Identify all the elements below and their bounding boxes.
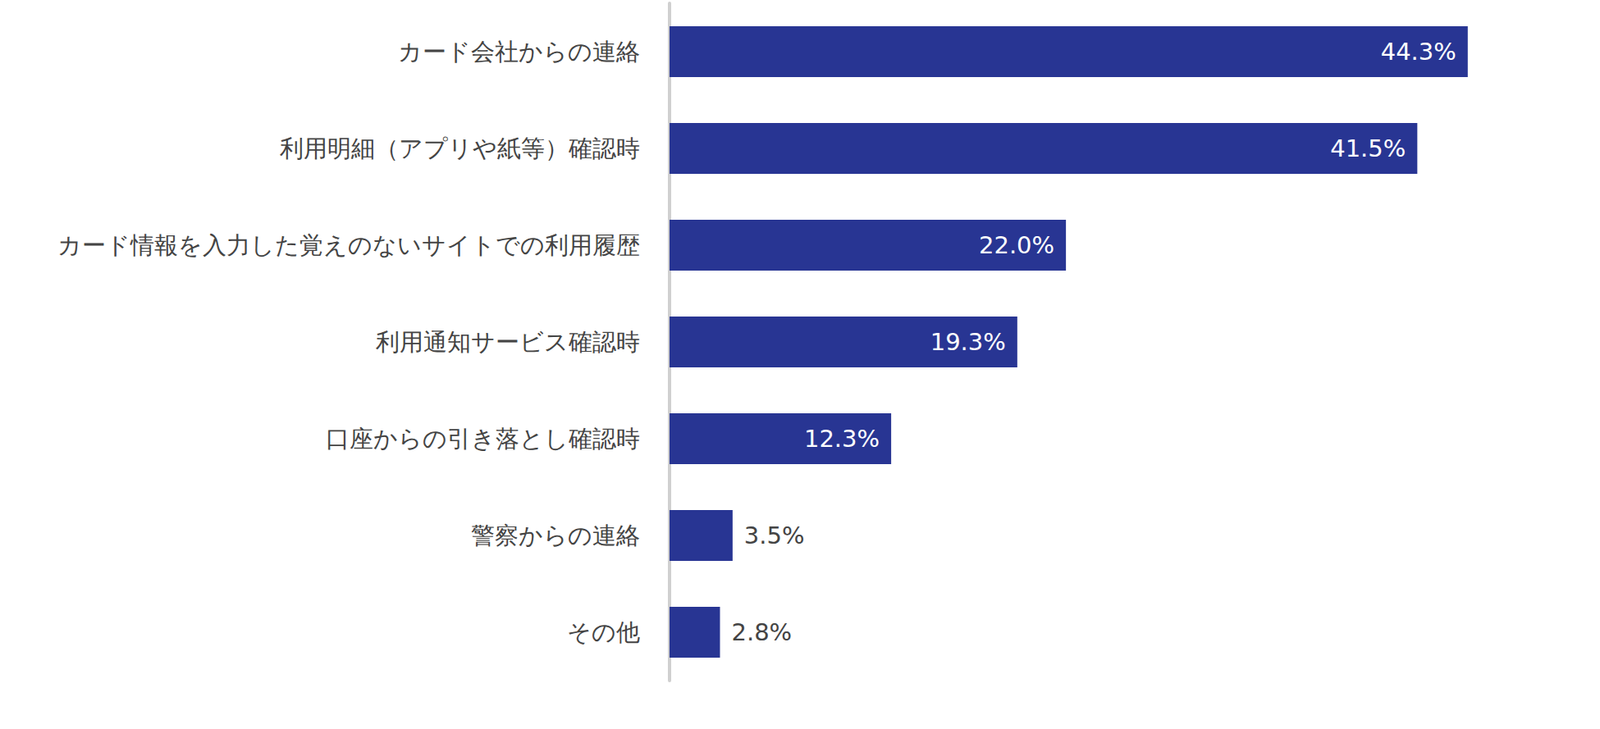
- svg-text:19.3%: 19.3%: [930, 328, 1006, 357]
- svg-text:カード情報を入力した覚えのないサイトでの利用履歴: カード情報を入力した覚えのないサイトでの利用履歴: [57, 231, 640, 260]
- svg-text:44.3%: 44.3%: [1380, 37, 1457, 66]
- svg-text:41.5%: 41.5%: [1330, 134, 1406, 163]
- svg-text:口座からの引き落とし確認時: 口座からの引き落とし確認時: [325, 425, 640, 453]
- svg-text:2.8%: 2.8%: [731, 618, 792, 647]
- svg-text:警察からの連絡: 警察からの連絡: [470, 521, 640, 550]
- svg-text:その他: その他: [566, 618, 640, 647]
- svg-text:利用明細（アプリや紙等）確認時: 利用明細（アプリや紙等）確認時: [279, 134, 640, 163]
- svg-text:3.5%: 3.5%: [744, 521, 805, 550]
- svg-text:22.0%: 22.0%: [978, 231, 1055, 260]
- svg-text:カード会社からの連絡: カード会社からの連絡: [397, 37, 640, 66]
- svg-text:12.3%: 12.3%: [804, 425, 880, 453]
- svg-text:利用通知サービス確認時: 利用通知サービス確認時: [375, 328, 640, 357]
